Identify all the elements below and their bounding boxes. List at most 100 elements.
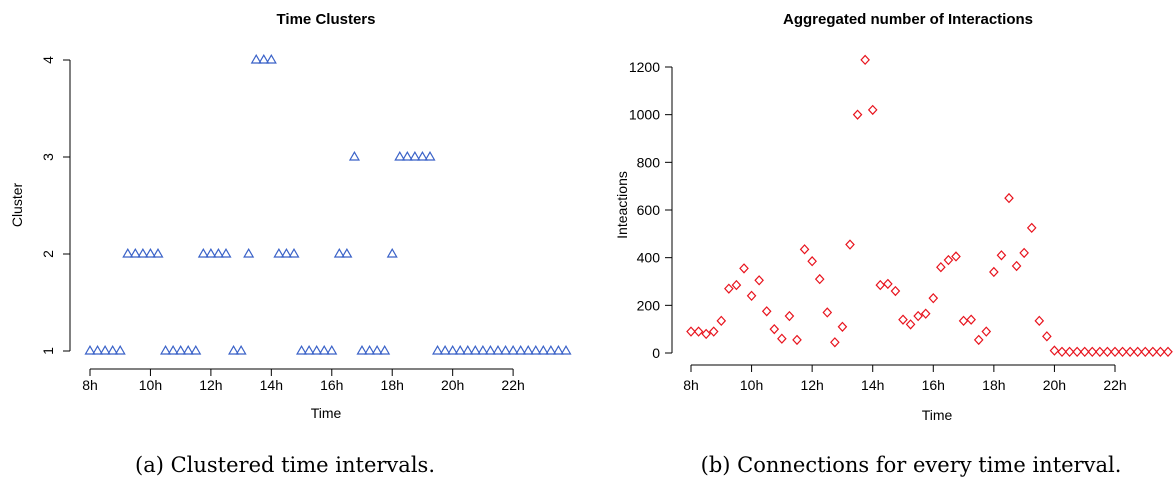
diamond-point [1004,192,1014,204]
triangle-point [152,247,164,258]
triangle-point [530,344,542,355]
triangle-point [371,344,383,355]
diamond-point [1079,346,1090,357]
y-axis-label: Cluster [9,182,25,227]
triangle-point [175,344,187,355]
triangle-point [235,344,247,355]
triangle-point [258,53,270,64]
diamond-point [966,314,976,325]
diamond-point [1026,222,1037,234]
diamond-point [1125,346,1135,357]
triangle-point [537,344,549,355]
x-tick-label: 22h [1103,377,1126,393]
diamond-point [1011,260,1022,272]
axes: 8h 10h 12h 14h 16h 18h 20h 22h 1 2 3 4 [40,56,525,393]
triangle-point [250,53,262,64]
x-axis-label: Time [922,407,953,423]
x-tick-label: 16h [922,377,945,393]
x-tick-label: 12h [800,377,823,393]
triangle-point [454,344,466,355]
diamond-point [746,290,757,301]
triangle-point [220,247,232,258]
triangle-point [296,344,308,355]
triangle-point [492,344,504,355]
y-tick-label: 0 [652,345,660,361]
diamond-point [943,254,954,266]
time-clusters-chart: Time Clusters Time Cluster 8h 10h 12h 14h 16… [9,11,572,421]
triangle-point [416,150,428,161]
diamond-point [1057,346,1067,357]
axes: 8h 10h 12h 14h 16h 18h 20h 22h 0 200 400 600 800 1000… [629,59,1127,393]
triangle-point [447,344,459,355]
diamond-point [701,328,711,340]
x-tick-label: 18h [982,377,1005,393]
diamond-point [852,109,863,120]
triangle-point [469,344,481,355]
triangle-point [197,247,209,258]
diamond-point [807,256,817,267]
diamond-point [845,239,855,250]
triangle-point [409,150,421,161]
diamond-point [1095,346,1105,357]
triangle-point [348,150,360,161]
diamond-point [777,333,787,344]
x-tick-label: 14h [861,377,884,393]
triangle-point [92,344,104,355]
x-tick-label: 18h [381,377,404,393]
diamond-point [1163,346,1173,357]
triangle-point [190,344,202,355]
triangle-point [341,247,353,258]
triangle-point [379,344,391,355]
x-tick-label: 10h [740,377,763,393]
diamond-point [1148,346,1158,357]
triangle-point [386,247,398,258]
diamond-point [1087,346,1098,357]
x-tick-label: 20h [1043,377,1066,393]
diamond-point [1049,345,1060,356]
x-tick-label: 14h [260,377,283,393]
diamond-point [792,334,802,346]
diamond-point [1019,247,1029,259]
triangle-point [394,150,406,161]
y-tick-label: 3 [40,153,56,161]
marks [686,54,1173,357]
diamond-point [936,262,946,273]
diamond-point [830,337,840,348]
diamond-point [1117,346,1128,357]
triangle-point [122,247,134,258]
diamond-point [920,308,931,319]
interactions-chart: Aggregated number of Interactions Time I… [614,11,1173,423]
triangle-point [273,247,285,258]
x-tick-label: 8h [683,377,699,393]
x-tick-label: 20h [441,377,464,393]
triangle-point [432,344,444,355]
x-tick-label: 16h [320,377,343,393]
diamond-point [724,283,734,294]
x-tick-label: 22h [501,377,524,393]
y-tick-label: 1000 [629,107,660,123]
triangle-point [303,344,315,355]
triangle-point [167,344,179,355]
triangle-point [288,247,300,258]
diamond-point [761,306,772,317]
triangle-point [107,344,119,355]
caption-left: (a) Clustered time intervals. [135,453,435,477]
diamond-point [814,273,825,285]
triangle-point [84,344,96,355]
x-tick-label: 8h [82,377,98,393]
chart-title: Aggregated number of Interactions [783,11,1033,28]
triangle-point [522,344,534,355]
triangle-point [205,247,217,258]
triangle-point [311,344,323,355]
x-tick-label: 10h [139,377,162,393]
diamond-point [898,314,908,325]
diamond-point [867,104,878,116]
diamond-point [739,263,749,274]
triangle-point [545,344,557,355]
triangle-point [280,247,292,258]
y-tick-label: 1200 [629,59,660,75]
diamond-point [890,285,901,297]
y-tick-label: 2 [40,250,56,258]
triangle-point [333,247,345,258]
triangle-point [212,247,224,258]
